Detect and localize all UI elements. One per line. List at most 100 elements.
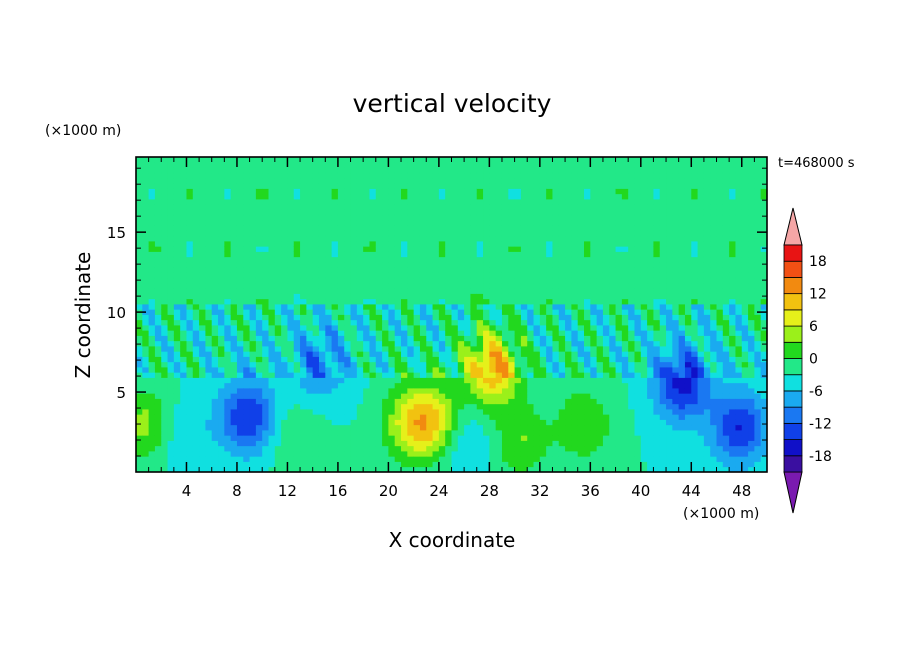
contour-cell [249, 172, 257, 179]
contour-cell [508, 440, 515, 447]
contour-cell [558, 298, 566, 305]
contour-cell [432, 424, 440, 431]
contour-cell [432, 199, 440, 205]
contour-cell [596, 430, 604, 436]
contour-cell [438, 430, 446, 436]
contour-cell [558, 251, 566, 258]
contour-cell [236, 330, 244, 336]
contour-cell [596, 388, 604, 394]
contour-cell [621, 283, 629, 289]
contour-cell [621, 193, 629, 200]
contour-cell [161, 167, 168, 174]
contour-cell [577, 335, 585, 342]
contour-cell [508, 335, 515, 342]
contour-cell [596, 403, 604, 410]
contour-cell [438, 183, 446, 189]
contour-cell [495, 178, 503, 184]
contour-cell [501, 246, 509, 252]
contour-cell [388, 309, 396, 315]
contour-cell [230, 346, 238, 352]
contour-cell [268, 272, 276, 279]
contour-cell [236, 209, 244, 216]
contour-cell [426, 314, 433, 321]
contour-cell [318, 356, 326, 363]
contour-cell [413, 398, 421, 405]
contour-cell [167, 461, 175, 468]
contour-cell [211, 214, 219, 221]
contour-cell [224, 172, 232, 179]
contour-cell [337, 319, 345, 326]
contour-cell [577, 172, 585, 179]
contour-cell [596, 325, 604, 331]
contour-cell [520, 445, 528, 452]
contour-cell [571, 414, 579, 420]
contour-cell [438, 372, 446, 378]
contour-cell [154, 351, 162, 357]
contour-cell [337, 235, 345, 242]
contour-cell [180, 466, 187, 473]
contour-cell [489, 367, 497, 373]
contour-cell [325, 204, 333, 210]
contour-cell [558, 304, 566, 310]
contour-cell [451, 309, 459, 315]
contour-cell [350, 241, 358, 247]
contour-cell [325, 398, 333, 405]
contour-cell [262, 335, 269, 342]
contour-cell [356, 309, 364, 315]
contour-cell [495, 172, 503, 179]
contour-cell [520, 466, 528, 473]
contour-cell [230, 256, 238, 263]
contour-cell [394, 430, 402, 436]
contour-cell [596, 256, 604, 263]
contour-cell [432, 372, 440, 378]
contour-cell [520, 267, 528, 273]
contour-cell [300, 304, 307, 310]
contour-cell [306, 372, 314, 378]
contour-cell [192, 272, 200, 279]
contour-cell [621, 335, 629, 342]
contour-cell [161, 267, 168, 273]
contour-cell [445, 214, 452, 221]
contour-cell [356, 277, 364, 284]
contour-cell [136, 304, 143, 310]
contour-cell [546, 162, 553, 168]
contour-cell [211, 304, 219, 310]
contour-cell [438, 419, 446, 426]
contour-cell [375, 267, 383, 273]
contour-cell [325, 304, 333, 310]
contour-cell [445, 346, 452, 352]
contour-cell [546, 209, 553, 216]
contour-cell [236, 277, 244, 284]
contour-cell [558, 167, 566, 174]
contour-cell [483, 183, 490, 189]
contour-cell [419, 314, 427, 321]
contour-cell [293, 335, 301, 342]
contour-cell [262, 246, 269, 252]
contour-cell [426, 466, 433, 473]
contour-cell [514, 183, 522, 189]
contour-cell [142, 298, 150, 305]
contour-cell [501, 283, 509, 289]
contour-cell [527, 157, 534, 163]
contour-cell [369, 162, 377, 168]
contour-cell [445, 225, 452, 231]
contour-cell [558, 445, 566, 452]
contour-cell [628, 225, 635, 231]
contour-cell [451, 304, 459, 310]
contour-cell [249, 262, 257, 268]
contour-cell [419, 430, 427, 436]
contour-cell [489, 314, 497, 321]
contour-cell [243, 272, 250, 279]
contour-cell [426, 430, 433, 436]
contour-cell [609, 188, 616, 195]
contour-cell [369, 456, 377, 462]
contour-cell [495, 246, 503, 252]
contour-cell [205, 372, 213, 378]
contour-cell [552, 209, 560, 216]
contour-cell [268, 167, 276, 174]
contour-cell [337, 225, 345, 231]
contour-cell [218, 388, 225, 394]
contour-cell [483, 199, 490, 205]
contour-cell [218, 325, 225, 331]
contour-cell [249, 256, 257, 263]
